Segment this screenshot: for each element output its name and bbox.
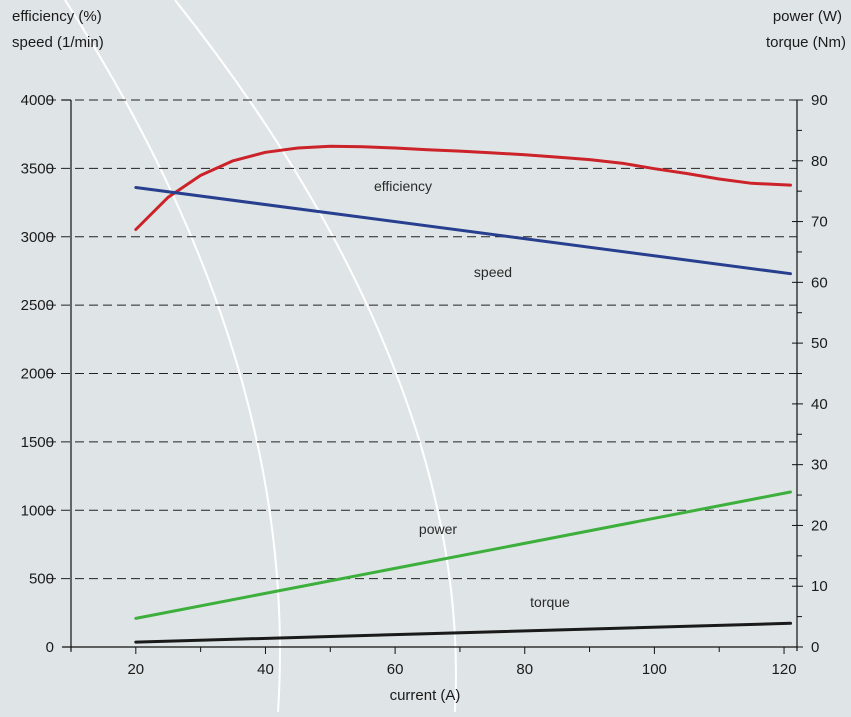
background-decor-curves (64, 0, 457, 713)
right-tick-label-90: 90 (811, 92, 828, 109)
left-tick-label-3000: 3000 (21, 229, 54, 246)
right-tick-label-0: 0 (811, 639, 819, 656)
grid-lines (47, 99, 797, 580)
right-tick-label-80: 80 (811, 153, 828, 170)
series-labels: efficiency speed power torque (374, 178, 570, 610)
series-line-speed (134, 186, 792, 276)
background-curve-2 (174, 0, 457, 713)
right-tick-label-40: 40 (811, 396, 828, 413)
right-tick-label-50: 50 (811, 335, 828, 352)
series-label-efficiency: efficiency (374, 178, 432, 194)
right-axis-title-line1: power (W) (773, 8, 842, 25)
left-tick-label-1500: 1500 (21, 434, 54, 451)
left-tick-label-2000: 2000 (21, 366, 54, 383)
axes: 20 40 60 80 100 12005001000150020002500300035… (21, 92, 828, 678)
right-tick-label-60: 60 (811, 274, 828, 291)
series-label-torque: torque (530, 594, 570, 610)
series-lines (134, 144, 792, 644)
right-tick-label-30: 30 (811, 457, 828, 474)
series-label-speed: speed (474, 264, 512, 280)
left-tick-label-3500: 3500 (21, 160, 54, 177)
x-tick-label-20: 20 (127, 661, 144, 678)
right-axis-title-line2: torque (Nm) (766, 34, 846, 51)
x-tick-label-100: 100 (642, 661, 667, 678)
series-line-efficiency (134, 144, 792, 231)
left-axis-title-line2: speed (1/min) (12, 34, 104, 51)
left-tick-label-2500: 2500 (21, 297, 54, 314)
x-tick-label-80: 80 (516, 661, 533, 678)
right-tick-label-10: 10 (811, 578, 828, 595)
right-tick-label-20: 20 (811, 517, 828, 534)
left-tick-label-4000: 4000 (21, 92, 54, 109)
left-tick-label-500: 500 (29, 571, 54, 588)
background-curve-1 (64, 0, 281, 713)
right-tick-label-70: 70 (811, 214, 828, 231)
series-line-power (134, 490, 792, 620)
x-tick-label-40: 40 (257, 661, 274, 678)
series-line-torque (134, 621, 792, 644)
x-axis-title: current (A) (390, 687, 461, 704)
series-label-power: power (419, 521, 457, 537)
left-tick-label-1000: 1000 (21, 502, 54, 519)
left-tick-label-0: 0 (46, 639, 54, 656)
x-tick-label-60: 60 (387, 661, 404, 678)
left-axis-title-line1: efficiency (%) (12, 8, 102, 25)
x-tick-label-120: 120 (772, 661, 797, 678)
